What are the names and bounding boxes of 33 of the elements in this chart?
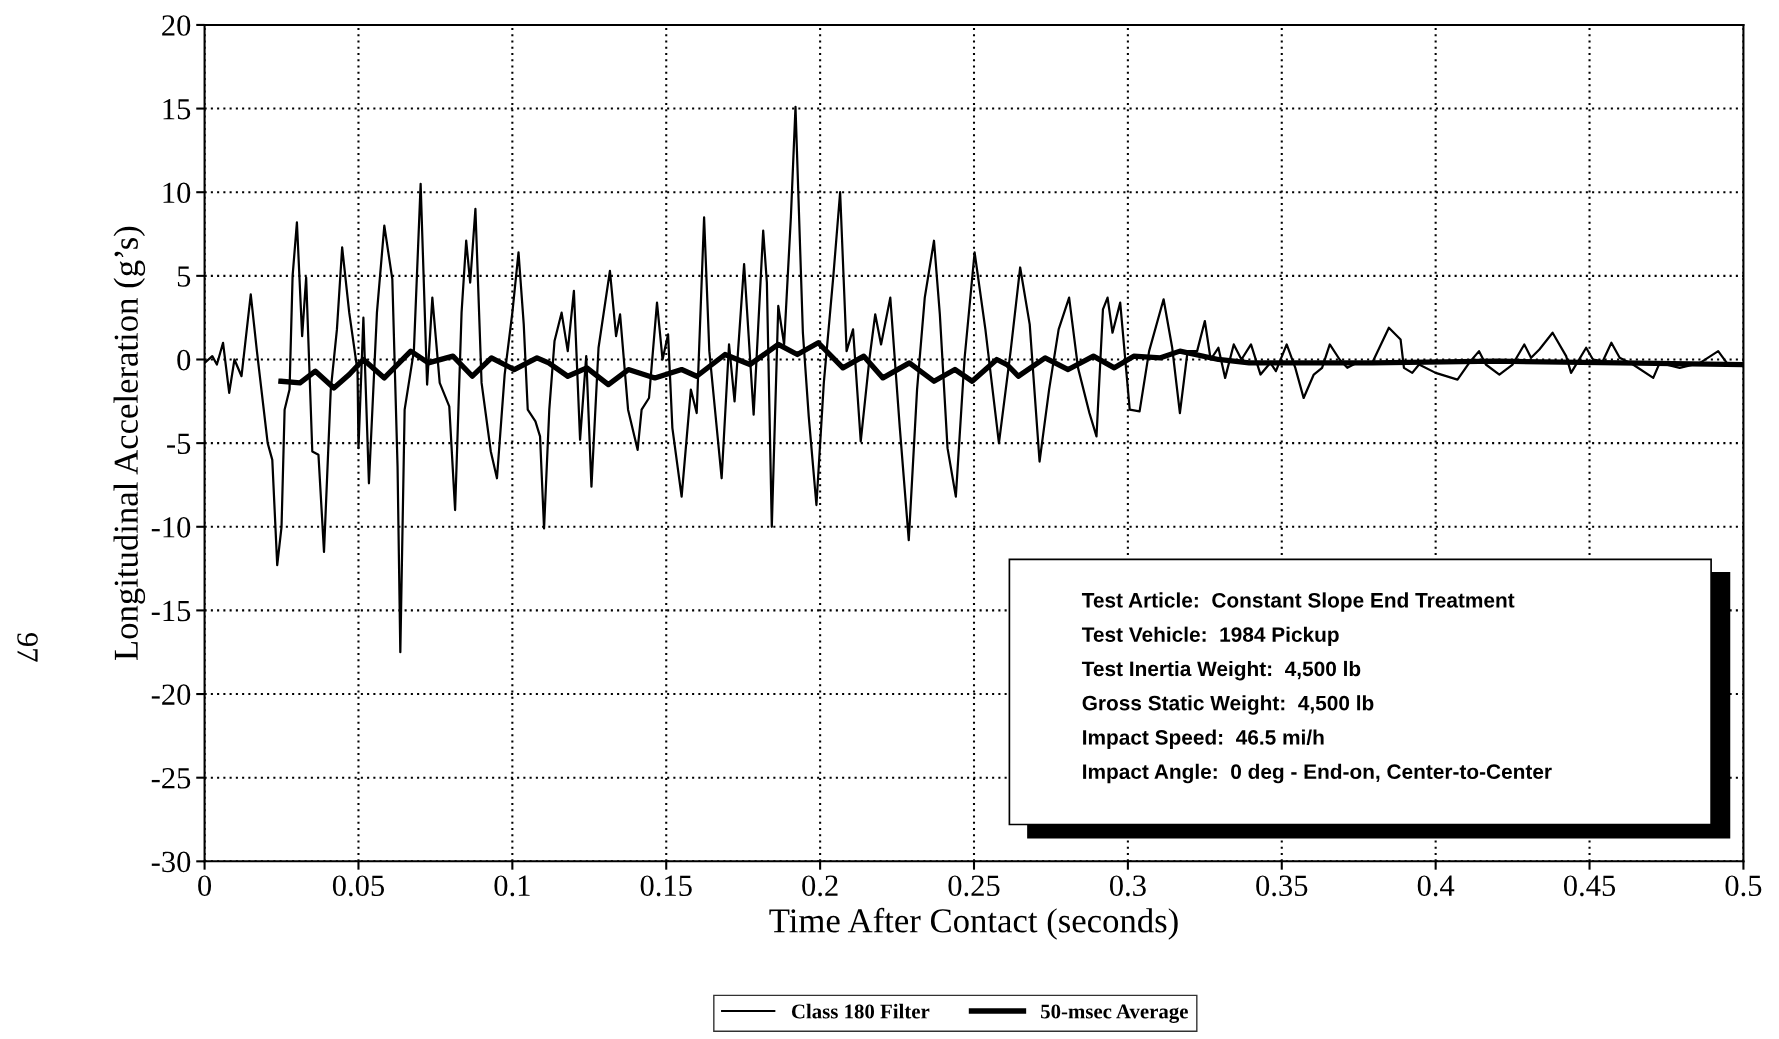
y-tick-label: -5	[167, 433, 191, 455]
y-tick-label: 10	[163, 182, 191, 204]
y-tick-label: -25	[151, 768, 191, 789]
y-tick-label: 20	[162, 15, 191, 36]
legend-label: Class 180 Filter	[791, 1003, 930, 1019]
annotation: Test Vehicle: 1984 Pickup	[1081, 626, 1339, 647]
x-tick-label: 0	[198, 875, 212, 897]
y-tick-label: -30	[151, 851, 191, 873]
annotation: Impact Angle: 0 deg - End-on, Center-to-Center	[1083, 763, 1552, 784]
y-tick-label: -15	[151, 600, 191, 622]
x-tick-label: 0.5	[1725, 875, 1762, 897]
x-tick-label: 0.3	[1109, 875, 1146, 897]
annotation: Impact Speed: 46.5 mi/h	[1083, 729, 1324, 749]
x-tick-label: 0.15	[640, 875, 692, 897]
x-axis-title: Time After Contact (seconds)	[769, 907, 1178, 940]
x-tick-label: 0.4	[1417, 875, 1455, 897]
y-tick-label: -20	[151, 684, 191, 705]
y-tick-label: 0	[177, 349, 191, 371]
y-tick-label: -10	[151, 517, 191, 538]
x-tick-label: 0.35	[1256, 875, 1308, 897]
annotation: Gross Static Weight: 4,500 lb	[1082, 695, 1374, 715]
annotation: Test Inertia Weight: 4,500 lb	[1081, 660, 1361, 681]
y-axis-title: Longitudinal Acceleration (g’s)	[113, 226, 146, 661]
y-tick-label: 5	[177, 266, 191, 287]
x-tick-label: 0.1	[494, 875, 530, 897]
x-tick-label: 0.05	[332, 875, 385, 897]
y-tick-label: 15	[163, 99, 191, 120]
x-tick-label: 0.45	[1563, 875, 1616, 897]
legend-label: 50-msec Average	[1041, 1004, 1188, 1023]
annotation: Test Article: Constant Slope End Treatment	[1081, 592, 1515, 612]
x-tick-label: 0.25	[948, 875, 1000, 897]
x-tick-label: 0.2	[802, 875, 838, 897]
text: 97	[17, 633, 38, 662]
